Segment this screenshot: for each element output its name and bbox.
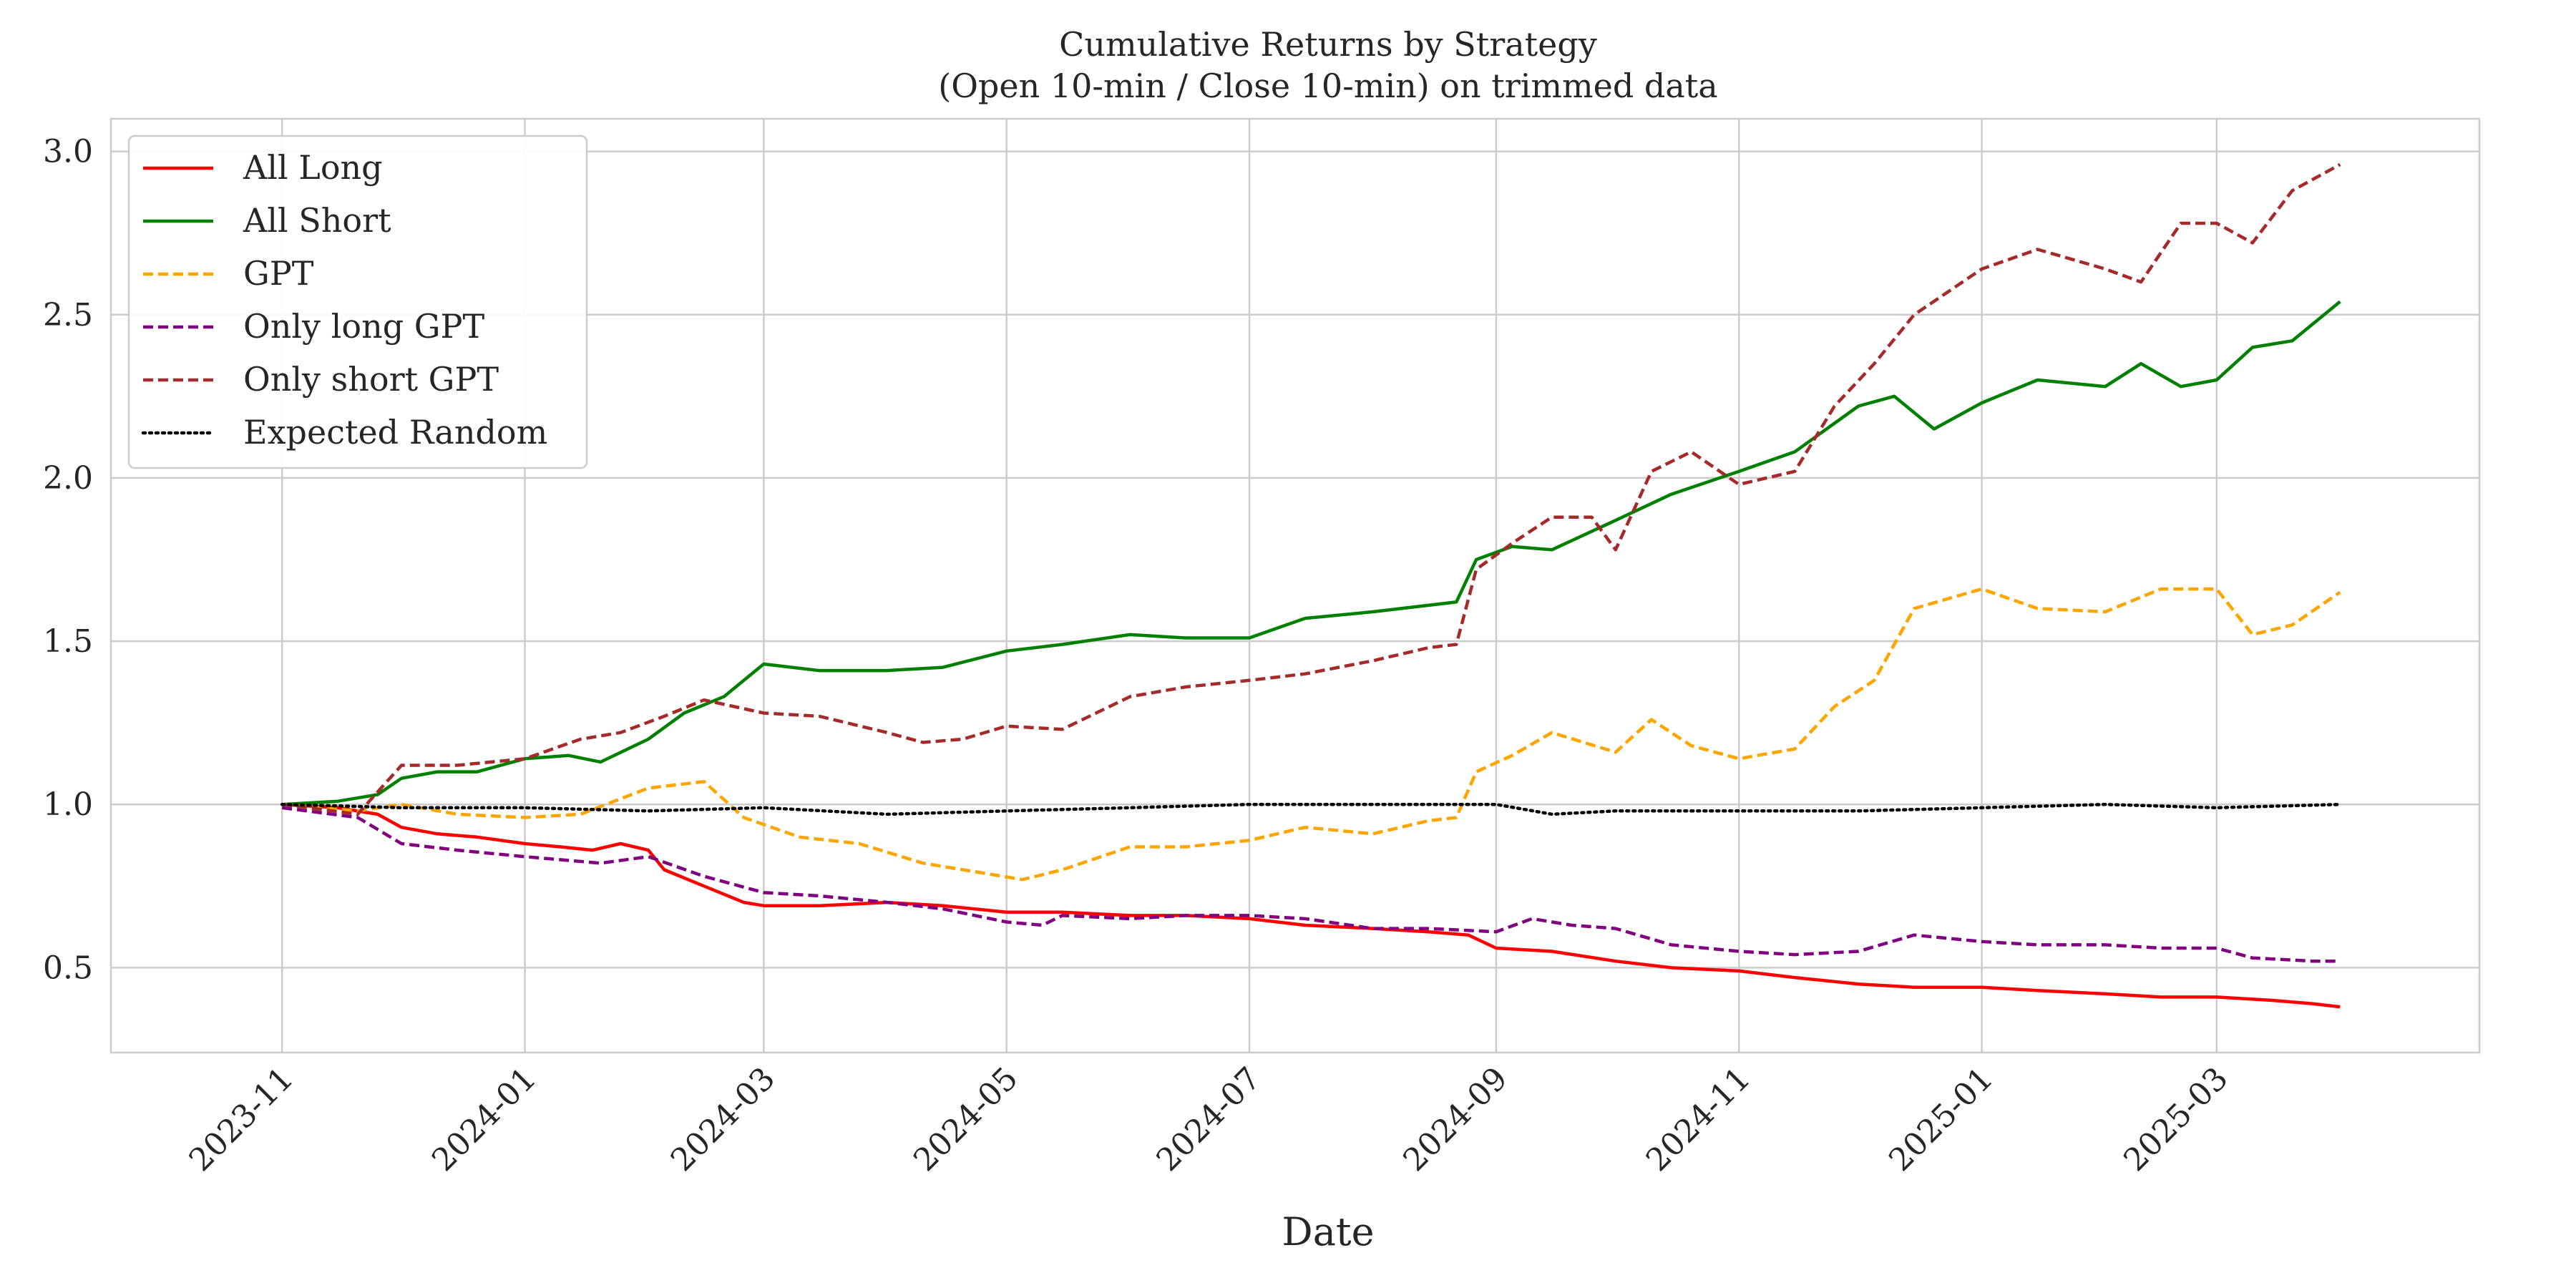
y-tick-label: 1.0 — [43, 786, 93, 823]
y-tick-label: 2.0 — [43, 460, 93, 497]
legend-label-gpt: GPT — [243, 254, 314, 293]
series-line-expected-random — [280, 802, 2342, 816]
series-line-only-long-gpt — [281, 806, 2341, 963]
y-tick-label: 0.5 — [43, 950, 93, 986]
series-line-only-short-gpt — [281, 162, 2341, 816]
legend-label-all-short: All Short — [243, 201, 391, 240]
chart-title-line2: (Open 10-min / Close 10-min) on trimmed … — [938, 67, 1717, 105]
legend-box — [127, 135, 588, 469]
x-axis-label: Date — [1282, 1209, 1374, 1254]
series-lines — [280, 162, 2342, 1009]
legend: All Long All Short GPT Only long GPT Only sh… — [127, 135, 588, 469]
y-axis-ticks: 0.5 1.0 1.5 2.0 2.5 3.0 — [43, 134, 93, 987]
plot-frame — [109, 117, 2481, 1054]
series-line-all-short — [282, 300, 2341, 806]
y-tick-label: 3.0 — [43, 134, 93, 170]
legend-label-expected-random: Expected Random — [243, 413, 547, 452]
y-tick-label: 2.5 — [43, 297, 93, 333]
legend-label-all-long: All Long — [243, 148, 383, 187]
legend-label-only-short-gpt: Only short GPT — [243, 360, 499, 399]
series-line-gpt — [282, 587, 2341, 882]
y-tick-label: 1.5 — [43, 623, 93, 660]
legend-label-only-long-gpt: Only long GPT — [243, 307, 484, 346]
chart-title-line1: Cumulative Returns by Strategy — [1059, 25, 1597, 64]
